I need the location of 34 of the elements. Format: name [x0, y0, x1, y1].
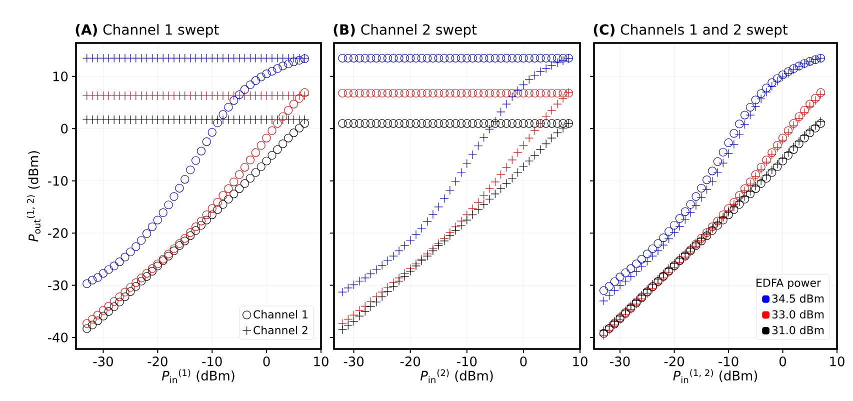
y-tick-label: -40 — [48, 332, 68, 342]
y-tick-label: 10 — [53, 72, 68, 82]
legend-label: 34.5 dBm — [772, 294, 824, 303]
chart-title: (B) Channel 2 swept — [334, 24, 477, 38]
x-axis-title: P$_{in}$$^{(1, 2)}$ (dBm) — [673, 369, 758, 384]
x-tick-label: 10 — [830, 356, 844, 366]
legend-title: EDFA power — [756, 278, 822, 290]
x-tick-label: -30 — [93, 356, 113, 366]
x-tick-label: -30 — [610, 356, 630, 366]
chart-title: (C) Channels 1 and 2 swept — [594, 24, 788, 38]
x-tick-label: 0 — [263, 356, 270, 366]
x-tick-label: 10 — [573, 356, 588, 366]
x-tick-label: 0 — [520, 356, 527, 366]
x-axis-title: P$_{in}$$^{(2)}$ (dBm) — [420, 369, 493, 384]
chart-title: (A) Channel 1 swept — [76, 24, 219, 38]
y-axis-title: P$_{out}$$^{(1, 2)}$ (dBm) — [26, 151, 40, 242]
x-tick-label: 0 — [780, 356, 786, 366]
x-tick-label: 10 — [314, 356, 328, 366]
y-tick-label: 0 — [61, 124, 68, 134]
x-axis-title: P$_{in}$$^{(1)}$ (dBm) — [162, 369, 234, 384]
x-tick-label: -10 — [202, 356, 222, 366]
legend-label: Channel 2 — [254, 326, 308, 334]
legend-label: Channel 1 — [254, 310, 308, 318]
x-tick-label: -20 — [664, 356, 684, 366]
y-tick-label: -20 — [48, 228, 68, 238]
x-tick-label: -10 — [718, 356, 738, 366]
x-tick-label: -20 — [400, 356, 420, 366]
y-tick-label: -30 — [48, 280, 68, 290]
y-tick-label: -10 — [48, 176, 68, 186]
x-tick-label: -10 — [456, 356, 477, 366]
x-tick-label: -30 — [344, 356, 364, 366]
legend-label: 31.0 dBm — [772, 326, 824, 334]
legend-label: 33.0 dBm — [772, 310, 824, 318]
x-tick-label: -20 — [148, 356, 168, 366]
